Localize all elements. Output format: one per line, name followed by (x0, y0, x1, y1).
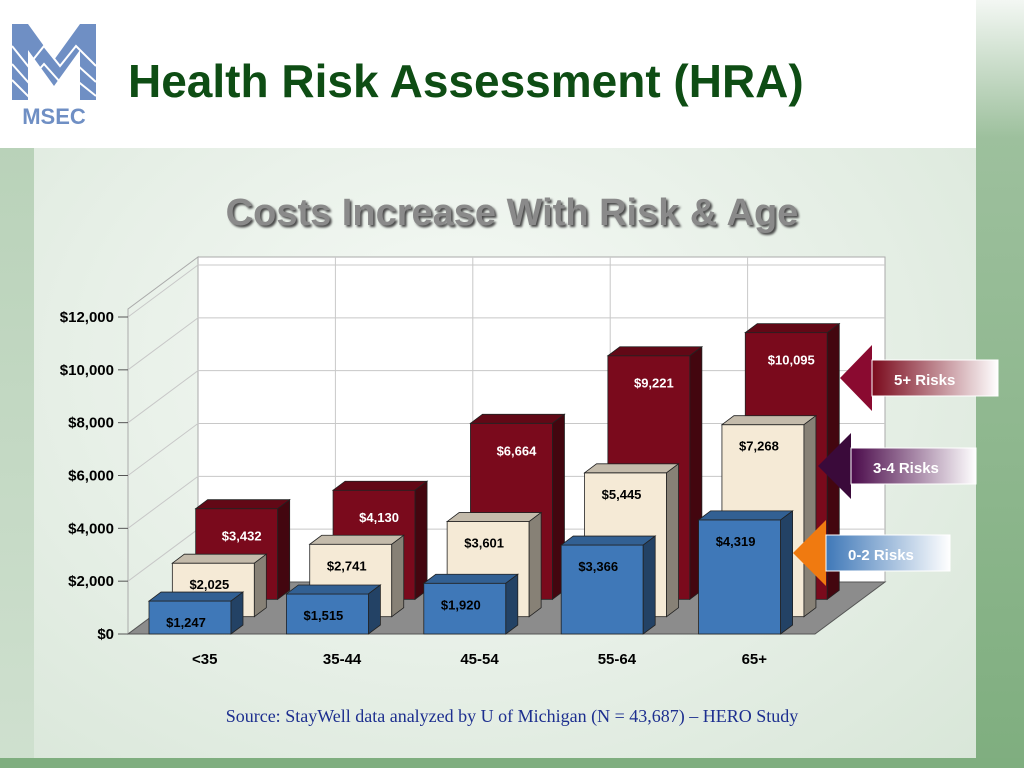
legend-arrow-icon (818, 433, 851, 499)
data-label: $5,445 (602, 487, 642, 502)
bar-top (744, 323, 841, 334)
bar-top (308, 534, 405, 545)
bar-side (391, 534, 405, 618)
bar-top (560, 535, 657, 546)
left-band (0, 148, 34, 768)
y-tick-label: $10,000 (60, 362, 114, 379)
bar-side (414, 480, 428, 601)
y-tick-label: $2,000 (68, 573, 114, 590)
data-label: $1,247 (166, 615, 206, 630)
bar-top (171, 553, 268, 564)
bar-top (285, 584, 382, 595)
bar-top (469, 413, 566, 424)
legend-box (871, 359, 999, 397)
bar-side (528, 511, 542, 618)
bar-side (642, 535, 656, 635)
gridline (127, 264, 885, 318)
logo-mark-icon (11, 24, 97, 100)
bar-top (697, 510, 794, 521)
chart-plot-area: $0 $2,000 $4,000 $6,000 $8,000 $10,000 $12,000… (60, 256, 887, 668)
y-tick-label: $6,000 (68, 468, 114, 485)
legend-label: 3-4 Risks (873, 460, 939, 477)
data-label: $10,095 (768, 353, 815, 368)
data-label: $6,664 (497, 443, 538, 458)
legend-arrow-icon (840, 345, 872, 411)
bottom-band (0, 758, 1024, 768)
x-tick-label: <35 (192, 651, 217, 668)
bar: $3,366 (560, 535, 657, 635)
x-tick-label: 45-54 (460, 651, 499, 668)
header-background (0, 0, 1024, 148)
data-label: $4,130 (359, 510, 399, 525)
y-tick-label: $0 (97, 626, 114, 643)
bar-top (194, 499, 291, 510)
data-label: $4,319 (716, 534, 756, 549)
legend-label: 5+ Risks (894, 372, 955, 389)
bar-side (666, 463, 679, 618)
bar-front (285, 593, 369, 635)
legend-item: 0-2 Risks (793, 520, 951, 586)
legend-item: 3-4 Risks (818, 433, 977, 499)
bar-top (147, 591, 245, 602)
data-label: $2,741 (327, 558, 367, 573)
bar-top (720, 415, 818, 426)
data-label: $2,025 (189, 577, 229, 592)
x-tick-label: 65+ (742, 651, 768, 668)
bar-side (367, 584, 381, 635)
source-note: Source: StayWell data analyzed by U of M… (225, 706, 799, 726)
bar-top (445, 512, 543, 522)
bar: $1,247 (147, 591, 245, 635)
legend-label: 0-2 Risks (848, 547, 914, 564)
page-title: Health Risk Assessment (HRA) (128, 55, 804, 107)
x-tick-label: 55-64 (598, 651, 637, 668)
data-label: $3,601 (464, 536, 504, 551)
legend-box (850, 447, 977, 485)
bar: $4,319 (697, 510, 794, 635)
bar-top (606, 346, 704, 357)
gridline (127, 317, 885, 371)
bar-side (253, 553, 267, 618)
data-label: $1,920 (441, 597, 481, 612)
bar-side (780, 510, 793, 635)
y-tick-label: $4,000 (68, 520, 114, 537)
data-label: $3,366 (578, 559, 618, 574)
y-tick-label: $8,000 (68, 415, 114, 432)
data-label: $7,268 (739, 439, 779, 454)
msec-logo: MSEC (11, 24, 97, 129)
bar-side (803, 414, 817, 618)
data-label: $3,432 (222, 529, 262, 544)
bar-top (331, 480, 429, 491)
bar-front (148, 600, 232, 635)
legend-item: 5+ Risks (840, 345, 999, 411)
x-tick-label: 35-44 (323, 651, 362, 668)
bar-top (422, 573, 519, 584)
bar-side (230, 591, 244, 635)
bar: $1,920 (422, 573, 519, 635)
bar-side (505, 573, 519, 635)
logo-text: MSEC (22, 104, 86, 129)
y-tick-label: $12,000 (60, 309, 114, 326)
data-label: $9,221 (634, 376, 674, 391)
bar: $1,515 (285, 584, 382, 635)
bar-top (583, 463, 680, 474)
bar-side (277, 498, 291, 601)
legend-box (825, 534, 951, 572)
legend-arrow-icon (793, 520, 826, 586)
chart-title: Costs Increase With Risk & Age (225, 192, 799, 234)
data-label: $1,515 (304, 608, 344, 623)
